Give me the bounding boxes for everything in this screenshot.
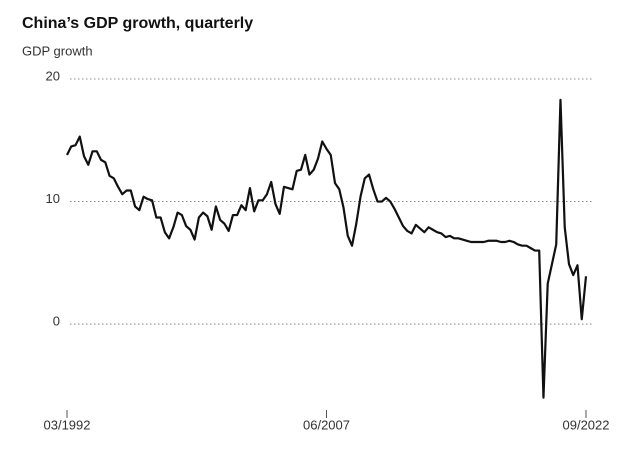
y-axis-label: GDP growth [22,43,93,58]
y-tick-label: 10 [46,191,60,206]
data-line [66,98,588,399]
x-tick-label: 09/2022 [563,417,610,432]
chart-title: China’s GDP growth, quarterly [22,15,253,32]
y-tick-label: 20 [46,68,60,83]
y-tick-label: 0 [53,314,60,329]
x-tick-label: 06/2007 [303,417,350,432]
x-tick-label: 03/1992 [44,417,91,432]
